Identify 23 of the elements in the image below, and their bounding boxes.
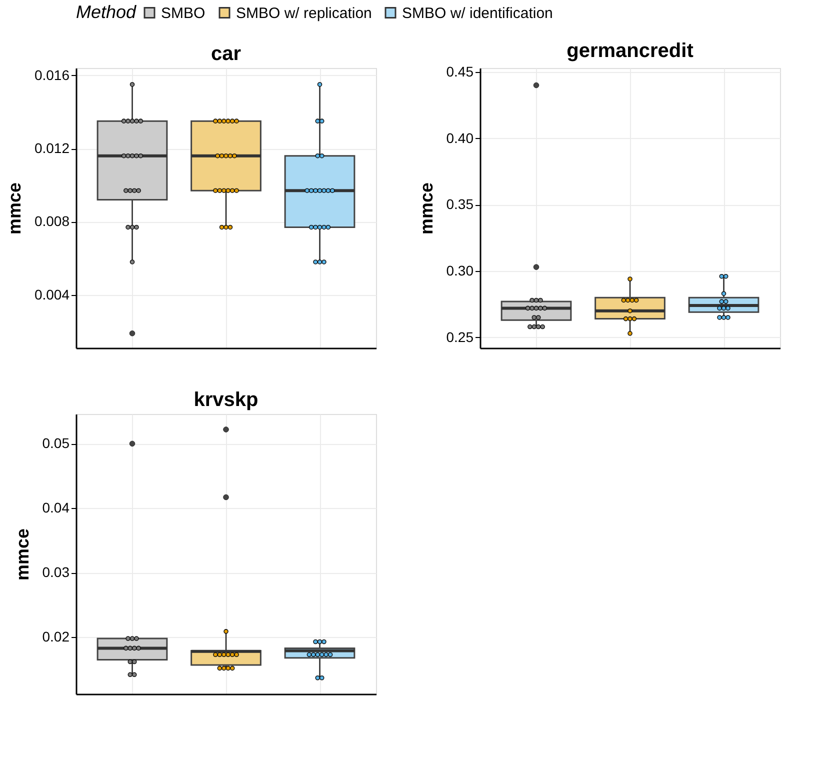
y-tick-label: 0.004 <box>34 286 70 302</box>
legend-label: SMBO w/ identification <box>402 4 553 22</box>
y-tick-label: 0.016 <box>34 66 70 83</box>
legend-label: SMBO w/ replication <box>236 4 372 22</box>
legend-title: Method <box>76 2 138 22</box>
y-tick-label: 0.45 <box>446 63 474 80</box>
y-tick-label: 0.05 <box>42 435 70 452</box>
y-tick-label: 0.35 <box>446 196 474 212</box>
chart-title: car <box>210 43 242 65</box>
y-tick-label: 0.008 <box>34 213 70 230</box>
y-tick-label: 0.02 <box>42 628 70 645</box>
y-axis-title: mmce <box>416 182 436 235</box>
y-axis-title: mmce <box>12 528 32 581</box>
y-tick-label: 0.04 <box>42 500 70 516</box>
y-tick-label: 0.03 <box>42 564 70 580</box>
y-tick-label: 0.25 <box>446 328 474 345</box>
legend-label: SMBO <box>161 4 206 22</box>
y-tick-label: 0.40 <box>446 130 474 146</box>
y-axis-title: mmce <box>4 182 24 235</box>
y-tick-label: 0.012 <box>34 140 70 156</box>
chart-title: krvskp <box>194 389 258 411</box>
chart-title: germancredit <box>566 40 694 62</box>
y-tick-label: 0.30 <box>446 262 474 279</box>
